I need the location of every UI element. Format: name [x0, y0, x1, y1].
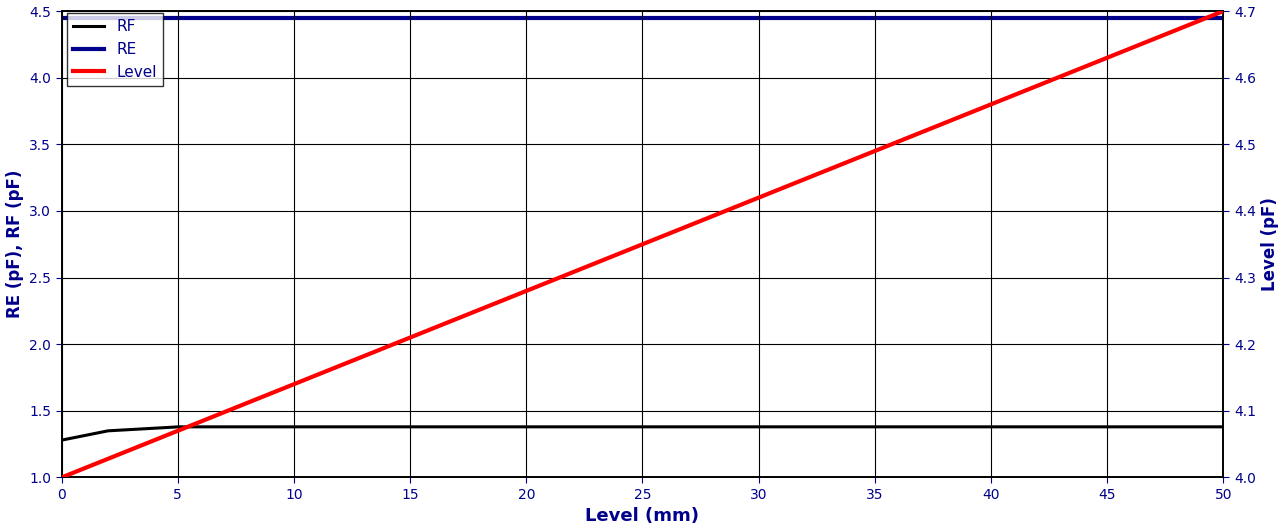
- RE: [172, 14, 188, 21]
- RF: [982, 424, 997, 430]
- Level: [565, 269, 581, 275]
- RF: [170, 424, 185, 430]
- RE: [524, 14, 540, 21]
- RF: [1216, 424, 1231, 430]
- Line: RF: RF: [62, 427, 1223, 440]
- RF: [173, 424, 189, 430]
- RF: [524, 424, 540, 430]
- Level: [960, 110, 975, 117]
- X-axis label: Level (mm): Level (mm): [586, 508, 699, 526]
- RE: [1216, 14, 1231, 21]
- Level: [54, 474, 69, 481]
- RE: [852, 14, 867, 21]
- Level: [172, 427, 188, 433]
- Level: [1216, 8, 1231, 14]
- RF: [54, 437, 69, 443]
- Y-axis label: Level (pF): Level (pF): [1262, 198, 1280, 291]
- RE: [960, 14, 975, 21]
- Level: [524, 286, 540, 292]
- RF: [853, 424, 869, 430]
- Legend: RF, RE, Level: RF, RE, Level: [67, 13, 163, 86]
- RE: [980, 14, 996, 21]
- Level: [980, 102, 996, 108]
- RF: [567, 424, 582, 430]
- RF: [961, 424, 977, 430]
- RE: [54, 14, 69, 21]
- Line: Level: Level: [62, 11, 1223, 477]
- Y-axis label: RE (pF), RF (pF): RE (pF), RF (pF): [5, 170, 23, 319]
- RE: [565, 14, 581, 21]
- Level: [852, 154, 867, 160]
